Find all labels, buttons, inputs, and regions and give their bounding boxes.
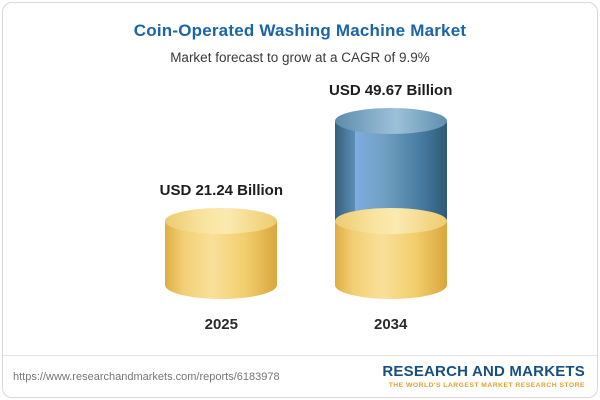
cylinder-segment-growth-2034 <box>334 108 447 221</box>
category-label-2034: 2034 <box>374 316 408 333</box>
cylinder-segment-base-2025 <box>165 208 278 299</box>
logo-wordmark: RESEARCH AND MARKETS <box>382 362 585 380</box>
logo-tagline: THE WORLD'S LARGEST MARKET RESEARCH STOR… <box>388 382 585 390</box>
chart-header: Coin-Operated Washing Machine Market Mar… <box>3 3 597 65</box>
cylinder-bar-2025 <box>165 208 278 299</box>
page-subtitle: Market forecast to grow at a CAGR of 9.9… <box>170 50 430 65</box>
research-and-markets-logo: RESEARCH AND MARKETS THE WORLD'S LARGEST… <box>382 363 585 390</box>
bar-column-2034: USD 49.67 Billion 2034 <box>329 82 452 333</box>
bar-column-2025: USD 21.24 Billion 2025 <box>160 182 283 333</box>
bar-chart: USD 21.24 Billion 2025 USD 49.67 Billion… <box>3 71 597 333</box>
value-label-2034: USD 49.67 Billion <box>329 82 453 99</box>
value-label-2025: USD 21.24 Billion <box>159 182 283 199</box>
cylinder-segment-base-2034 <box>334 208 447 299</box>
report-url-link[interactable]: https://www.researchandmarkets.com/repor… <box>13 370 280 383</box>
cylinder-bar-2034 <box>334 108 447 299</box>
page-title: Coin-Operated Washing Machine Market <box>133 21 467 40</box>
footer-bar: https://www.researchandmarkets.com/repor… <box>3 355 597 397</box>
category-label-2025: 2025 <box>204 316 238 333</box>
